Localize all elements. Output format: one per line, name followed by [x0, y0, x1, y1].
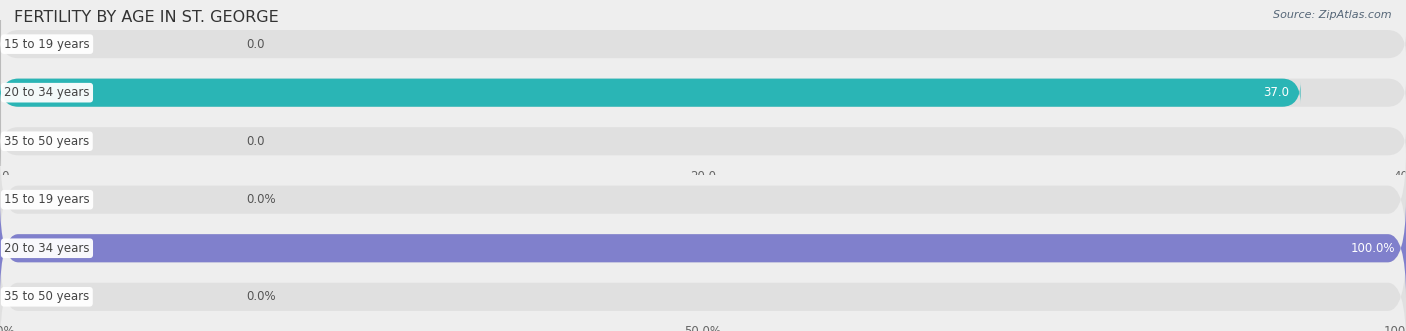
Text: 35 to 50 years: 35 to 50 years — [4, 290, 90, 303]
Text: 0.0%: 0.0% — [246, 193, 276, 206]
Text: 15 to 19 years: 15 to 19 years — [4, 193, 90, 206]
Text: 15 to 19 years: 15 to 19 years — [4, 38, 90, 51]
Text: 0.0%: 0.0% — [246, 290, 276, 303]
Text: 20 to 34 years: 20 to 34 years — [4, 86, 90, 99]
FancyBboxPatch shape — [0, 30, 1406, 58]
FancyBboxPatch shape — [0, 199, 1406, 297]
FancyBboxPatch shape — [0, 127, 1406, 155]
Text: 35 to 50 years: 35 to 50 years — [4, 135, 90, 148]
Text: 20 to 34 years: 20 to 34 years — [4, 242, 90, 255]
Text: 0.0: 0.0 — [246, 135, 264, 148]
FancyBboxPatch shape — [0, 78, 1301, 107]
FancyBboxPatch shape — [0, 151, 1406, 249]
FancyBboxPatch shape — [0, 78, 1406, 107]
Text: 0.0: 0.0 — [246, 38, 264, 51]
FancyBboxPatch shape — [0, 248, 1406, 331]
FancyBboxPatch shape — [0, 199, 1406, 297]
Text: 37.0: 37.0 — [1264, 86, 1289, 99]
Text: Source: ZipAtlas.com: Source: ZipAtlas.com — [1274, 10, 1392, 20]
Text: 100.0%: 100.0% — [1350, 242, 1395, 255]
Text: FERTILITY BY AGE IN ST. GEORGE: FERTILITY BY AGE IN ST. GEORGE — [14, 10, 278, 25]
